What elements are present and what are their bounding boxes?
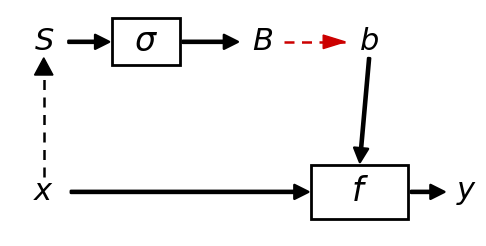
FancyArrowPatch shape — [411, 185, 444, 199]
FancyBboxPatch shape — [112, 18, 180, 65]
Text: $\sigma$: $\sigma$ — [134, 26, 158, 58]
Text: $B$: $B$ — [252, 26, 273, 57]
Text: $b$: $b$ — [360, 26, 379, 57]
FancyArrowPatch shape — [354, 58, 370, 162]
Text: $f$: $f$ — [351, 176, 368, 208]
Text: $S$: $S$ — [34, 26, 54, 57]
Text: $y$: $y$ — [456, 176, 477, 207]
FancyArrowPatch shape — [69, 35, 109, 49]
FancyArrowPatch shape — [71, 185, 308, 199]
Polygon shape — [35, 58, 53, 75]
Text: $x$: $x$ — [33, 176, 54, 207]
Polygon shape — [323, 35, 345, 48]
FancyBboxPatch shape — [311, 165, 408, 219]
FancyArrowPatch shape — [183, 35, 238, 49]
